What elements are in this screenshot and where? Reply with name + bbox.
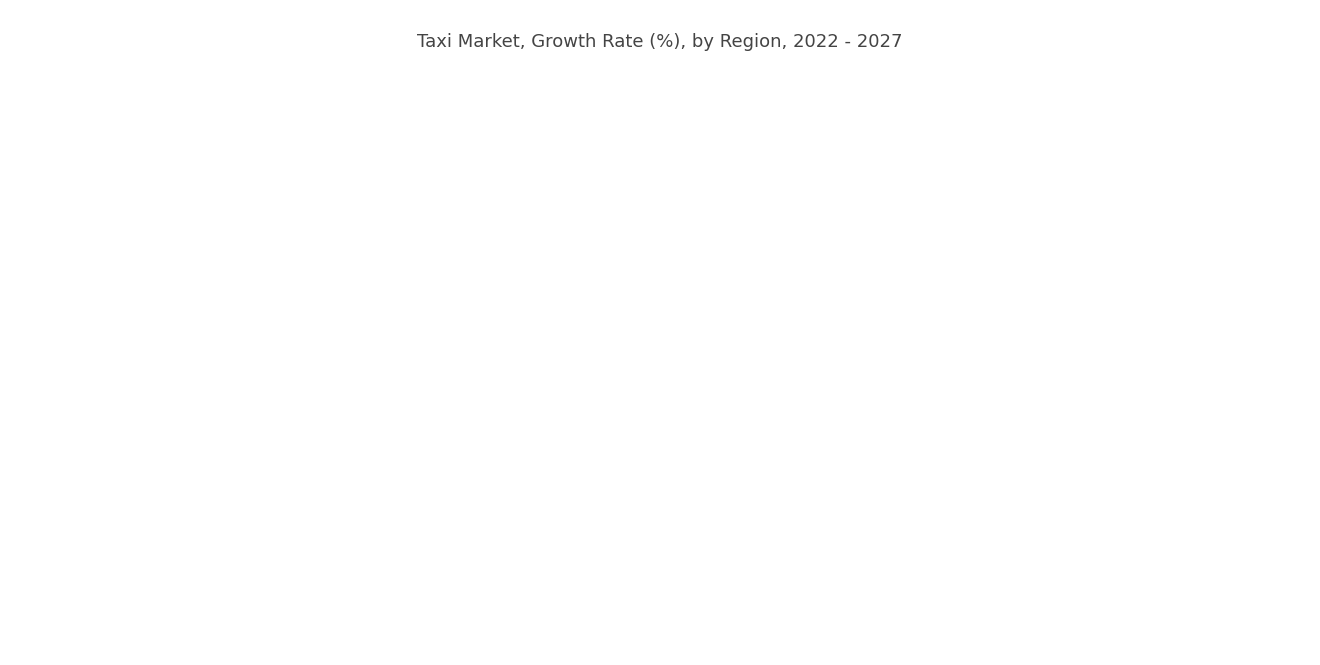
Text: Taxi Market, Growth Rate (%), by Region, 2022 - 2027: Taxi Market, Growth Rate (%), by Region,… <box>417 33 903 51</box>
